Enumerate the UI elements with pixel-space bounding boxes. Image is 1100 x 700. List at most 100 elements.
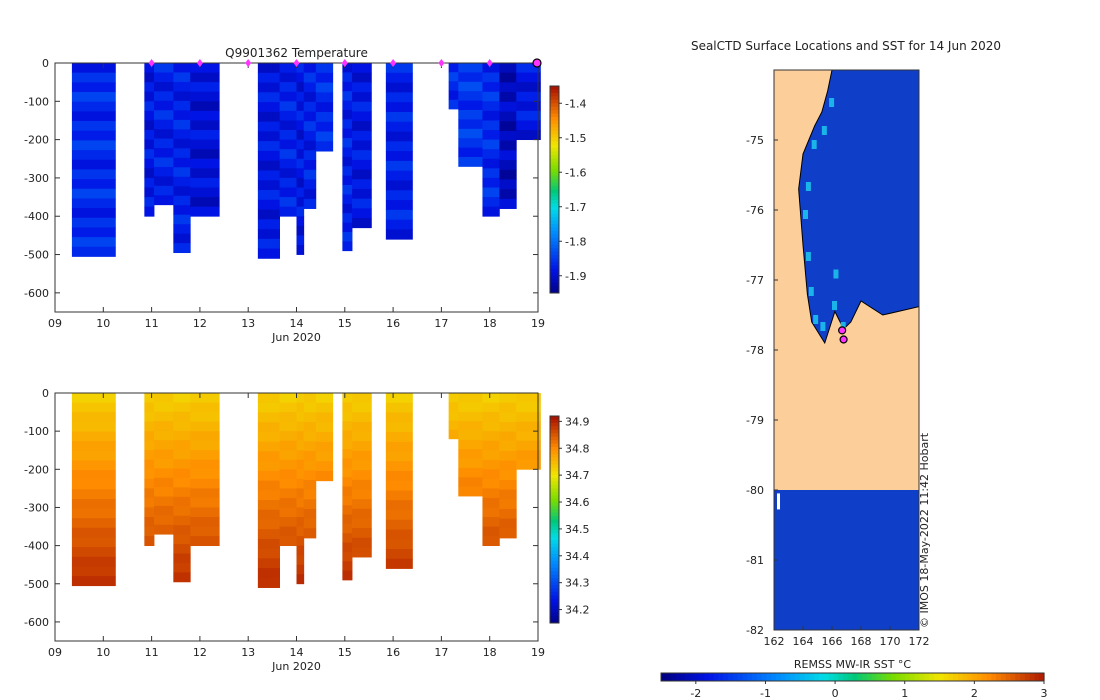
profile-cell (296, 235, 305, 246)
profile-cell (352, 63, 372, 74)
sst-colorbar-segment (838, 673, 844, 681)
profile-cell (154, 91, 174, 102)
sst-colorbar-segment (1034, 673, 1040, 681)
profile-cell (71, 121, 116, 132)
sst-colorbar-segment (823, 673, 830, 681)
sst-colorbar-segment (895, 673, 901, 681)
profile-cell (482, 72, 500, 83)
colorbar-segment (550, 574, 559, 579)
sst-colorbar-label: REMSS MW-IR SST °C (794, 658, 912, 671)
colorbar-segment (550, 429, 559, 434)
y-tick-label: -500 (24, 578, 49, 591)
profile-cell (352, 111, 372, 122)
profile-cell (173, 91, 191, 102)
profile-cell (173, 468, 191, 479)
profile-cell (296, 197, 305, 208)
profile-cell (257, 229, 280, 240)
colorbar-segment (550, 261, 559, 266)
profile-cell (352, 402, 372, 413)
x-tick-label: 17 (434, 317, 448, 330)
sst-colorbar-tick-label: 2 (971, 687, 978, 700)
profile-cell (173, 496, 191, 507)
sst-colorbar-tick-label: 3 (1041, 687, 1048, 700)
profile-cell (279, 488, 297, 499)
profile-cell (482, 110, 500, 121)
colorbar-segment (550, 258, 559, 263)
profile-cell (190, 497, 220, 508)
sst-colorbar-segment (799, 673, 806, 681)
profile-cell (352, 188, 372, 200)
profile-cell (154, 72, 174, 83)
profile-cell (499, 518, 517, 529)
sst-colorbar-segment (1020, 673, 1026, 681)
sst-colorbar-segment (929, 673, 935, 681)
profile-cell (144, 110, 155, 121)
profile-cell (296, 63, 305, 73)
colorbar-segment (550, 272, 559, 277)
profile-cell (499, 189, 517, 200)
profile-cell (173, 572, 191, 583)
colorbar-segment (550, 92, 559, 97)
x-tick-label: 12 (193, 317, 207, 330)
profile-cell (499, 470, 517, 481)
profile-cell (190, 478, 220, 489)
profile-cell (385, 131, 413, 142)
profile-cell (342, 203, 353, 214)
profile-cell (458, 157, 483, 167)
profile-cell (296, 555, 305, 566)
sst-colorbar-segment (972, 673, 978, 681)
profile-cell (190, 158, 220, 169)
profile-cell (482, 526, 500, 537)
profile-cell (71, 450, 116, 461)
profile-cell (303, 160, 317, 171)
profile-cell (342, 241, 353, 252)
profile-cell (458, 449, 483, 459)
sst-colorbar-segment (785, 673, 791, 681)
colorbar-segment (550, 495, 559, 500)
colorbar-segment (550, 196, 559, 201)
profile-cell (303, 421, 317, 433)
colorbar-segment (550, 203, 559, 208)
profile-cell (71, 130, 116, 141)
sst-colorbar-segment (967, 673, 973, 681)
sst-colorbar-segment (665, 673, 672, 681)
profile-cell (173, 402, 191, 413)
profile-cell (296, 158, 305, 169)
y-tick-label: -400 (24, 210, 49, 223)
y-tick-label: -600 (24, 287, 49, 300)
profile-cell (173, 110, 191, 121)
profile-cell (342, 421, 353, 431)
colorbar-segment (550, 230, 559, 235)
profile-cell (190, 421, 220, 432)
profile-cell (257, 519, 280, 530)
profile-cell (173, 487, 191, 498)
colorbar-segment (550, 550, 559, 555)
profile-cell (257, 480, 280, 491)
colorbar-segment (550, 457, 559, 462)
sst-colorbar-segment (661, 673, 667, 681)
profile-cell (296, 545, 305, 556)
sst-colorbar-segment (943, 673, 949, 681)
colorbar-tick-label: 34.4 (565, 550, 590, 563)
x-tick-label: 12 (193, 646, 207, 659)
profile-cell (296, 507, 305, 518)
profile-cell (144, 158, 155, 169)
profile-cell (144, 91, 155, 102)
profile-cell (448, 99, 459, 110)
colorbar-tick-label: 34.8 (565, 442, 590, 455)
profile-cell (482, 177, 500, 188)
colorbar-segment (550, 571, 559, 576)
profile-cell (448, 402, 459, 412)
profile-cell (144, 168, 155, 179)
profile-cell (154, 505, 174, 516)
profile-cell (173, 544, 191, 554)
profile-cell (385, 510, 413, 521)
profile-cell (257, 393, 280, 404)
profile-cell (448, 429, 459, 440)
coastal-sst-pixel (811, 140, 817, 149)
colorbar-segment (550, 189, 559, 194)
y-tick-label: -75 (746, 134, 764, 147)
profile-cell (296, 216, 305, 227)
profile-cell (482, 517, 500, 527)
profile-cell (279, 91, 297, 102)
